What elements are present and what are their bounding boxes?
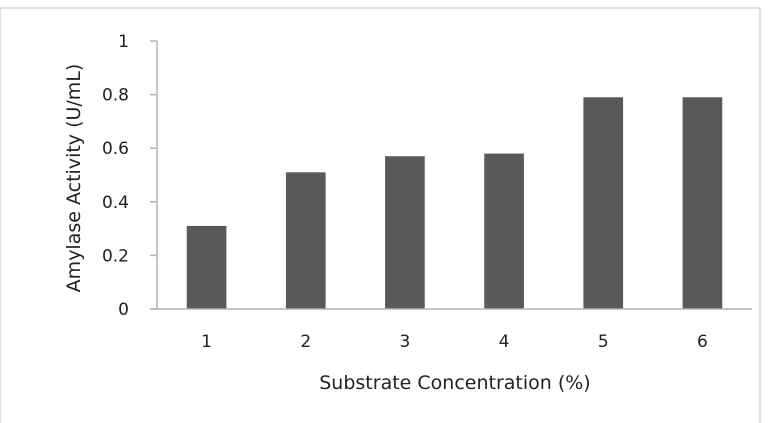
y-tick-label: 0.6 <box>102 139 129 159</box>
y-tick-label: 0 <box>118 300 129 320</box>
x-tick-label: 5 <box>598 332 609 352</box>
x-tick-label: 2 <box>300 332 311 352</box>
y-tick-label: 1 <box>118 32 129 52</box>
bar-5 <box>583 97 624 309</box>
chart-border <box>0 7 761 423</box>
bar-2 <box>285 172 326 309</box>
y-axis: 0 0.2 0.4 0.6 0.8 1 <box>102 32 158 320</box>
bar-1 <box>186 225 227 309</box>
y-tick-label: 0.4 <box>102 193 129 213</box>
bar-3 <box>385 156 425 309</box>
x-axis-title: Substrate Concentration (%) <box>319 372 590 394</box>
y-tick-label: 0.2 <box>102 246 129 266</box>
bar-6 <box>682 97 723 309</box>
y-axis-title: Amylase Activity (U/mL) <box>63 64 85 293</box>
bar-4 <box>484 153 524 309</box>
x-tick-label: 4 <box>499 332 510 352</box>
x-tick-label: 1 <box>201 332 212 352</box>
x-axis: 1 2 3 4 5 6 <box>150 308 752 352</box>
bars <box>186 97 723 309</box>
x-tick-label: 6 <box>697 332 708 352</box>
x-tick-label: 3 <box>400 332 411 352</box>
y-tick-label: 0.8 <box>102 86 129 106</box>
